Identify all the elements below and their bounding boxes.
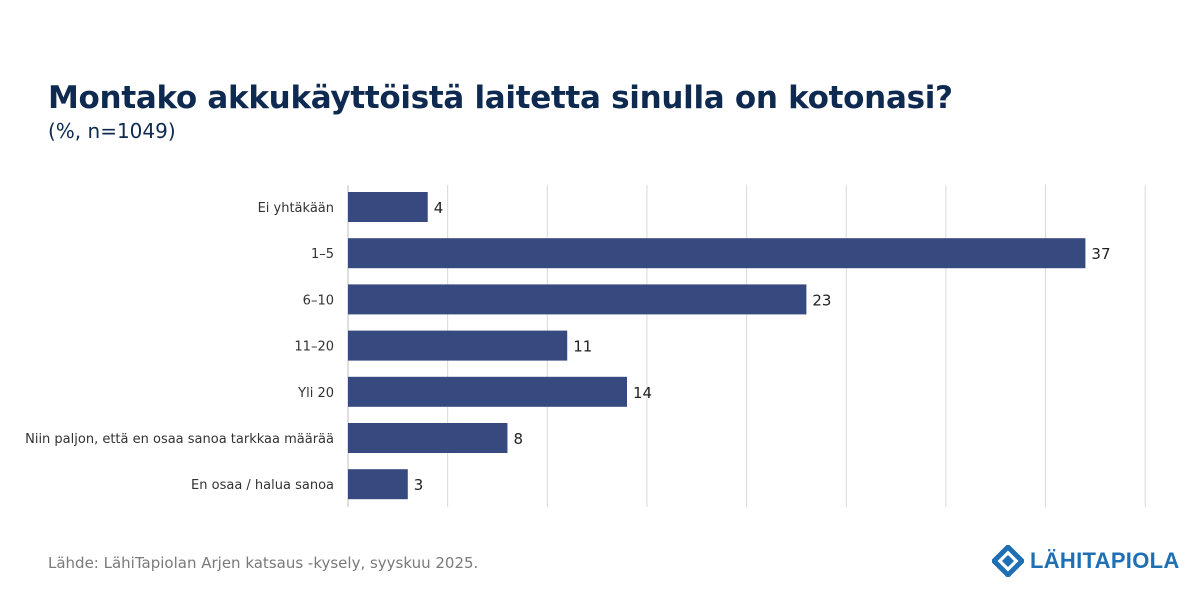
chart-title: Montako akkukäyttöistä laitetta sinulla … — [48, 80, 953, 116]
bar — [348, 192, 428, 222]
lahitapiola-logo-icon — [992, 545, 1024, 577]
category-label: 1–5 — [311, 247, 334, 262]
chart-subtitle: (%, n=1049) — [48, 119, 176, 143]
category-label: Yli 20 — [297, 386, 334, 401]
category-label: Niin paljon, että en osaa sanoa tarkkaa … — [25, 432, 334, 447]
data-label: 14 — [633, 384, 652, 402]
data-label: 3 — [414, 476, 424, 494]
category-label: En osaa / halua sanoa — [191, 478, 334, 493]
lahitapiola-logo: LÄHITAPIOLA — [992, 545, 1180, 577]
source-note: Lähde: LähiTapiolan Arjen katsaus -kysel… — [48, 554, 479, 572]
data-label: 37 — [1091, 245, 1110, 263]
logo-text: LÄHITAPIOLA — [1030, 548, 1180, 573]
bar — [348, 376, 628, 407]
bar — [348, 423, 508, 453]
data-label: 23 — [812, 291, 831, 309]
category-label: 11–20 — [294, 340, 334, 355]
bar — [348, 284, 807, 315]
data-label: 8 — [513, 430, 523, 448]
bar — [348, 238, 1086, 269]
bar — [348, 469, 408, 500]
data-label: 4 — [434, 199, 444, 217]
bar — [348, 330, 568, 361]
category-label: 6–10 — [303, 293, 334, 308]
category-label: Ei yhtäkään — [258, 201, 334, 216]
data-label: 11 — [573, 338, 592, 356]
